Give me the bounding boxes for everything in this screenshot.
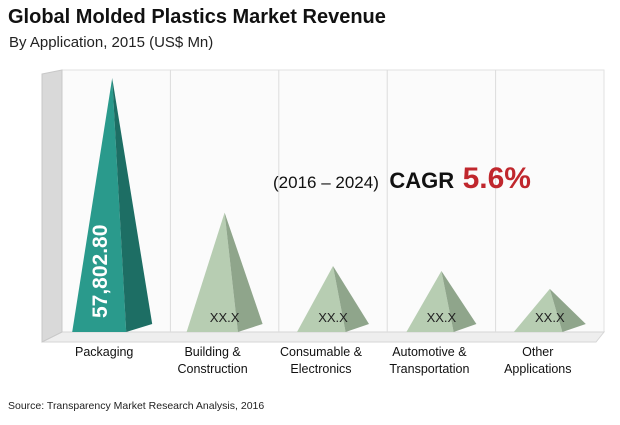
- bar-5: [513, 288, 586, 332]
- bar-3: [297, 265, 369, 332]
- category-label: Transportation: [389, 362, 469, 376]
- category-label: Other: [522, 345, 553, 359]
- data-label: XX.X: [535, 310, 565, 325]
- bar-side: [224, 212, 263, 332]
- plot-floor: [41, 331, 606, 343]
- category-label: Electronics: [290, 362, 351, 376]
- category-label: Consumable &: [280, 345, 363, 359]
- plot-side-wall: [41, 69, 63, 343]
- cagr-value: 5.6%: [462, 162, 531, 195]
- category-label: Automotive &: [392, 345, 467, 359]
- data-label: XX.X: [210, 310, 240, 325]
- bar-side: [441, 271, 477, 332]
- bar-2: [186, 212, 263, 332]
- bar-side: [549, 288, 586, 332]
- category-label: Applications: [504, 362, 571, 376]
- chart-subtitle: By Application, 2015 (US$ Mn): [9, 34, 214, 51]
- bar-face: [72, 78, 127, 332]
- category-label: Packaging: [75, 345, 133, 359]
- bar-1: [72, 78, 153, 332]
- bar-face: [186, 212, 238, 332]
- data-label: XX.X: [318, 310, 348, 325]
- bar-face: [513, 288, 563, 332]
- bar-face: [297, 265, 346, 332]
- chart-title: Global Molded Plastics Market Revenue: [8, 6, 386, 28]
- cagr-annotation: (2016 – 2024) CAGR 5.6%: [273, 162, 531, 196]
- category-label: Building &: [184, 345, 241, 359]
- data-label: 57,802.80: [89, 225, 112, 318]
- cagr-label: CAGR: [389, 168, 455, 193]
- source-note: Source: Transparency Market Research Ana…: [8, 400, 265, 412]
- bar-side: [112, 78, 153, 332]
- bar-side: [333, 265, 369, 332]
- bar-face: [406, 271, 454, 332]
- category-label: Construction: [178, 362, 248, 376]
- bar-4: [406, 271, 477, 332]
- cagr-period: (2016 – 2024): [273, 173, 379, 192]
- data-label: XX.X: [427, 310, 457, 325]
